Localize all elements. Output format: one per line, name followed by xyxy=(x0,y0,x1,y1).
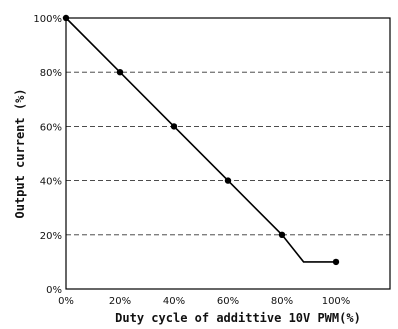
series xyxy=(62,14,340,266)
y-tick-label: 0% xyxy=(46,285,62,296)
data-point xyxy=(224,177,232,184)
y-tick-label: 20% xyxy=(40,231,62,242)
data-point xyxy=(116,69,124,76)
y-tick-label: 60% xyxy=(40,122,62,133)
y-axis-title: Output current (%) xyxy=(13,88,27,218)
x-tick-label: 20% xyxy=(109,296,131,307)
x-tick-labels: 0% 20% 40% 60% 80% 100% xyxy=(58,296,350,307)
y-tick-label: 100% xyxy=(33,14,62,25)
grid-lines xyxy=(66,71,390,236)
y-tick-label: 80% xyxy=(40,68,62,79)
series-line xyxy=(65,17,336,263)
x-tick-label: 0% xyxy=(58,296,74,307)
y-tick-labels: 0% 20% 40% 60% 80% 100% xyxy=(33,14,62,296)
x-tick-label: 100% xyxy=(322,296,351,307)
data-point xyxy=(62,14,70,22)
x-axis-title: Duty cycle of addittive 10V PWM(%) xyxy=(115,311,361,325)
y-tick-label: 40% xyxy=(40,177,62,188)
x-tick-label: 60% xyxy=(217,296,239,307)
data-point xyxy=(332,258,340,266)
plot-frame xyxy=(65,17,391,290)
data-point xyxy=(170,123,178,130)
data-point xyxy=(278,231,286,238)
x-tick-label: 80% xyxy=(271,296,293,307)
x-tick-label: 40% xyxy=(163,296,185,307)
